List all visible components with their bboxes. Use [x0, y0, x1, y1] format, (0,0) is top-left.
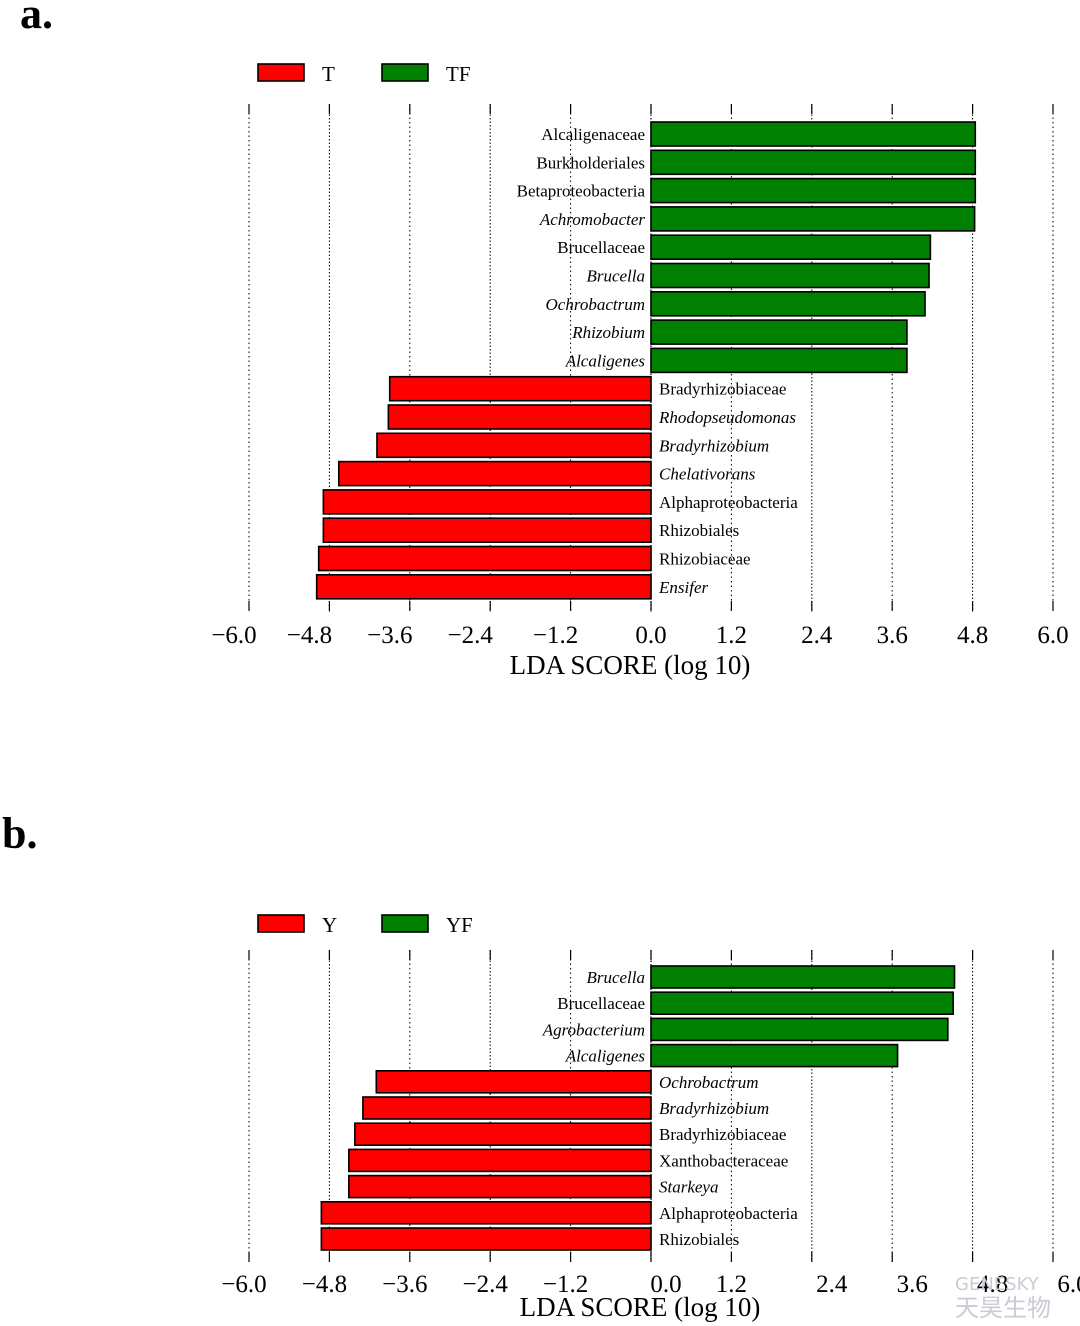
bar-label: Alcaligenaceae: [541, 125, 645, 144]
bar-label: Betaproteobacteria: [517, 182, 646, 201]
bar: [650, 290, 926, 317]
bar-label: Bradyrhizobiaceae: [659, 1125, 786, 1144]
bar-label: Bradyrhizobium: [659, 1099, 769, 1118]
legend-label: YF: [446, 913, 473, 937]
bar-label: Chelativorans: [659, 465, 756, 484]
bar-label: Burkholderiales: [536, 153, 645, 172]
bar-label: Starkeya: [659, 1178, 718, 1197]
tick-label: 4.8: [957, 622, 988, 649]
bar: [388, 375, 652, 402]
bar: [320, 1227, 652, 1251]
bar: [375, 1070, 652, 1094]
bar-label: Alphaproteobacteria: [659, 493, 798, 512]
bar: [650, 149, 977, 176]
legend-swatch: [381, 914, 429, 933]
tick-label: −6.0: [211, 622, 256, 649]
panel-label-a: a.: [20, 0, 53, 38]
bar: [650, 1043, 899, 1068]
bar-label: Ochrobactrum: [659, 1073, 758, 1092]
legend-label: Y: [322, 913, 337, 937]
watermark-text: 天昊生物: [955, 1294, 1051, 1322]
bar-label: Rhizobium: [571, 323, 645, 342]
tick-label: −4.8: [302, 1271, 347, 1298]
tick-label: 3.6: [877, 622, 908, 649]
x-axis-title: LDA SCORE (log 10): [520, 1292, 761, 1322]
tick-label: −1.2: [543, 1271, 588, 1298]
tick-label: 0.0: [650, 1271, 681, 1298]
bar-label: Alcaligenes: [565, 1047, 646, 1066]
bar: [348, 1148, 652, 1173]
tick-label: −3.6: [367, 622, 412, 649]
legend-label: T: [322, 62, 335, 86]
tick-label: 2.4: [801, 622, 833, 649]
bar: [650, 965, 956, 989]
bar: [650, 991, 954, 1016]
bar: [650, 206, 976, 232]
watermark-brand: GENESKY: [955, 1274, 1040, 1295]
bar-label: Brucellaceae: [557, 238, 645, 257]
bar: [322, 517, 652, 544]
tick-label: 1.2: [716, 622, 747, 649]
bar: [362, 1096, 652, 1120]
tick-label: 0.0: [635, 622, 666, 649]
panel-label-b: b.: [2, 809, 37, 858]
bar: [337, 460, 652, 487]
bar: [650, 121, 977, 147]
bar-label: Rhizobiales: [659, 1230, 739, 1249]
tick-label: −2.4: [448, 622, 494, 649]
bar-label: Brucella: [586, 267, 645, 286]
bar-label: Brucella: [586, 968, 645, 987]
bar: [650, 262, 930, 289]
tick-label: 4.8: [977, 1271, 1008, 1298]
bar: [650, 319, 908, 345]
legend-swatch: [257, 914, 305, 933]
lda-chart-b: −6.0 −4.8 −3.6 −2.4 −1.2 0.0 1.2 2.4 3.6 4.8 6.0 Br…: [221, 913, 1080, 1322]
bar: [650, 234, 932, 260]
bar-label: Achromobacter: [539, 210, 646, 229]
bar: [320, 1201, 652, 1225]
watermark: GENESKY 天昊生物: [955, 1274, 1051, 1322]
bar-label: Bradyrhizobiaceae: [659, 380, 786, 399]
tick-label: −4.8: [287, 622, 332, 649]
bar-label: Alphaproteobacteria: [659, 1204, 798, 1223]
bar-label: Ensifer: [658, 578, 708, 597]
bar: [376, 432, 652, 459]
legend-swatch: [381, 63, 429, 82]
bar: [348, 1174, 652, 1199]
tick-label: 1.2: [716, 1271, 747, 1298]
bar-label: Rhizobiaceae: [659, 550, 751, 569]
tick-label: 6.0: [1057, 1271, 1080, 1298]
bar: [322, 489, 652, 515]
bar-label: Rhizobiales: [659, 521, 739, 540]
bar: [317, 545, 652, 572]
bar: [650, 1017, 949, 1042]
legend-label: TF: [446, 62, 471, 86]
x-axis-title: LDA SCORE (log 10): [510, 650, 751, 680]
legend-swatch: [257, 63, 305, 82]
bar: [650, 177, 977, 204]
bar-label: Rhodopseudomonas: [658, 408, 796, 427]
bar-label: Brucellaceae: [557, 994, 645, 1013]
lda-chart-a: −6.0 −4.8 −3.6 −2.4 −1.2 0.0 1.2 2.4 3.6 4.8 6.0 Al…: [211, 62, 1068, 680]
bar: [650, 347, 908, 374]
tick-label: 3.6: [897, 1271, 928, 1298]
tick-label: −6.0: [221, 1271, 266, 1298]
bar-label: Alcaligenes: [565, 351, 646, 370]
bar-label: Ochrobactrum: [546, 295, 645, 314]
tick-label: −1.2: [533, 622, 578, 649]
tick-label: 2.4: [816, 1271, 848, 1298]
bar: [387, 404, 652, 430]
bar-label: Bradyrhizobium: [659, 436, 769, 455]
bar: [315, 573, 652, 600]
tick-label: −2.4: [463, 1271, 509, 1298]
bar-label: Xanthobacteraceae: [659, 1151, 788, 1170]
bar: [354, 1122, 652, 1146]
bar-label: Agrobacterium: [542, 1020, 645, 1039]
tick-label: 6.0: [1037, 622, 1068, 649]
tick-label: −3.6: [382, 1271, 427, 1298]
